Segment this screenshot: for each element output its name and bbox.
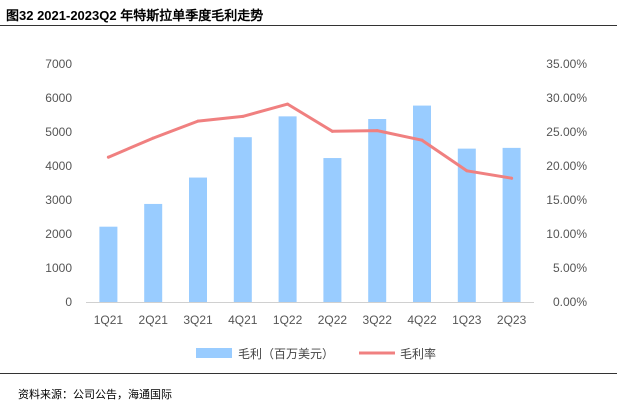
legend: 毛利（百万美元） 毛利率: [196, 346, 436, 361]
right-tick-label: 10.00%: [546, 227, 587, 241]
source-note: 资料来源：公司公告，海通国际: [18, 388, 172, 401]
x-tick-label: 3Q21: [183, 313, 213, 327]
bar-1Q23: [457, 148, 476, 302]
left-tick-label: 7000: [45, 57, 72, 71]
gross-margin-point: [375, 129, 379, 133]
left-tick-label: 4000: [45, 159, 72, 173]
bar-2Q22: [323, 158, 342, 302]
bar-4Q22: [413, 105, 431, 302]
right-tick-label: 30.00%: [546, 91, 587, 105]
gross-margin-point: [465, 169, 469, 173]
legend-line-label: 毛利率: [400, 346, 436, 361]
x-tick-label: 2Q22: [318, 313, 348, 327]
bar-1Q21: [99, 226, 118, 302]
gross-margin-point: [241, 114, 245, 118]
right-tick-label: 15.00%: [546, 193, 587, 207]
left-tick-label: 6000: [45, 91, 72, 105]
gross-margin-point: [510, 176, 514, 180]
bottom-rule: [0, 373, 617, 374]
x-tick-label: 4Q21: [228, 313, 258, 327]
right-tick-label: 5.00%: [553, 261, 587, 275]
right-tick-label: 20.00%: [546, 159, 587, 173]
line-series: [106, 102, 514, 180]
gross-margin-point: [196, 119, 200, 123]
bar-3Q21: [189, 177, 207, 302]
legend-bar-swatch: [196, 348, 232, 358]
left-tick-label: 5000: [45, 125, 72, 139]
right-axis: 0.00% 5.00% 10.00% 15.00% 20.00% 25.00% 30.00%…: [546, 57, 587, 309]
left-tick-label: 0: [65, 295, 72, 309]
x-tick-label: 2Q23: [497, 313, 527, 327]
bar-series: [99, 105, 521, 303]
figure-title: 图32 2021-2023Q2 年特斯拉单季度毛利走势: [6, 8, 264, 23]
bar-2Q23: [502, 147, 521, 302]
right-tick-label: 25.00%: [546, 125, 587, 139]
left-axis: 0 1000 2000 3000 4000 5000 6000 7000: [45, 57, 72, 309]
bar-3Q22: [368, 119, 387, 303]
x-tick-label: 3Q22: [363, 313, 393, 327]
left-tick-label: 1000: [45, 261, 72, 275]
gross-margin-point: [330, 129, 334, 133]
gross-margin-point: [106, 155, 110, 159]
left-tick-label: 3000: [45, 193, 72, 207]
left-tick-label: 2000: [45, 227, 72, 241]
x-tick-label: 4Q22: [407, 313, 437, 327]
x-tick-label: 1Q23: [452, 313, 482, 327]
x-axis: 1Q21 2Q21 3Q21 4Q21 1Q22 2Q22 3Q22 4Q22 1Q23 2Q23: [86, 302, 534, 327]
bar-2Q21: [144, 203, 163, 302]
gross-profit-chart: 0 1000 2000 3000 4000 5000 6000 7000 0.00% 5.00%…: [45, 57, 587, 361]
top-rule: [0, 25, 617, 26]
right-tick-label: 35.00%: [546, 57, 587, 71]
x-tick-label: 2Q21: [139, 313, 169, 327]
gross-margin-line: [106, 102, 514, 180]
right-tick-label: 0.00%: [553, 295, 587, 309]
legend-bar-label: 毛利（百万美元）: [238, 347, 334, 361]
gross-margin-point: [420, 138, 424, 142]
bar-4Q21: [233, 137, 252, 302]
gross-margin-point: [151, 136, 155, 140]
gross-margin-point: [286, 102, 290, 106]
x-tick-label: 1Q22: [273, 313, 303, 327]
bar-1Q22: [278, 116, 297, 302]
x-tick-label: 1Q21: [94, 313, 124, 327]
